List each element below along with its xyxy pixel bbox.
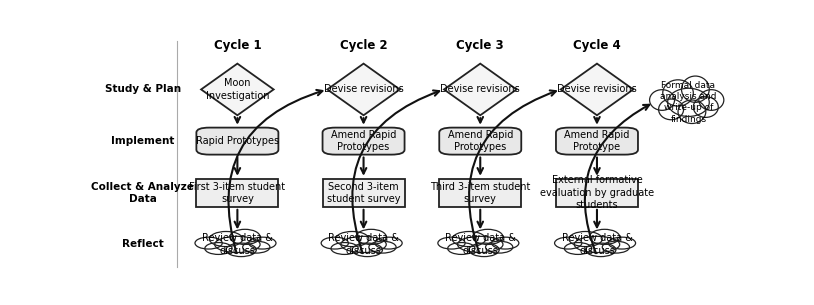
Ellipse shape: [585, 243, 616, 257]
Ellipse shape: [322, 237, 348, 249]
Text: Amend Rapid
Prototypes: Amend Rapid Prototypes: [330, 130, 396, 152]
Text: Cycle 2: Cycle 2: [339, 39, 387, 52]
Ellipse shape: [694, 97, 718, 117]
Text: Review data &
discuss: Review data & discuss: [328, 233, 399, 256]
Bar: [196, 179, 278, 207]
Text: Formal data
analysis and
write-up of
findings: Formal data analysis and write-up of fin…: [660, 81, 716, 124]
Text: Rapid Prototypes: Rapid Prototypes: [196, 136, 279, 146]
Text: First 3-item student
survey: First 3-item student survey: [190, 181, 286, 204]
Ellipse shape: [335, 231, 369, 247]
Ellipse shape: [375, 237, 402, 249]
Ellipse shape: [659, 99, 684, 120]
Ellipse shape: [205, 242, 232, 254]
FancyArrowPatch shape: [352, 90, 440, 253]
Text: Implement: Implement: [111, 136, 174, 146]
Ellipse shape: [473, 229, 503, 244]
Ellipse shape: [681, 76, 709, 102]
Ellipse shape: [663, 80, 694, 106]
Polygon shape: [444, 64, 517, 115]
Text: External formative
evaluation by graduate
students: External formative evaluation by graduat…: [540, 175, 654, 210]
Polygon shape: [327, 64, 400, 115]
Ellipse shape: [249, 237, 276, 249]
Ellipse shape: [341, 236, 387, 253]
Bar: [322, 179, 405, 207]
Polygon shape: [201, 64, 274, 115]
Bar: [556, 179, 638, 207]
FancyArrowPatch shape: [229, 90, 322, 253]
Ellipse shape: [574, 236, 619, 253]
Ellipse shape: [554, 237, 582, 249]
Text: Third 3-item student
survey: Third 3-item student survey: [430, 181, 531, 204]
Ellipse shape: [453, 231, 486, 247]
Ellipse shape: [492, 237, 519, 249]
Ellipse shape: [564, 242, 592, 254]
Ellipse shape: [209, 231, 243, 247]
Ellipse shape: [608, 237, 636, 249]
Text: Cycle 1: Cycle 1: [213, 39, 261, 52]
Ellipse shape: [331, 242, 358, 254]
Ellipse shape: [678, 100, 706, 124]
Text: Review data &
discuss: Review data & discuss: [202, 233, 273, 256]
Text: Amend Rapid
Prototypes: Amend Rapid Prototypes: [448, 130, 513, 152]
Text: Review data &
discuss: Review data & discuss: [444, 233, 516, 256]
Ellipse shape: [602, 241, 629, 253]
FancyBboxPatch shape: [440, 127, 521, 155]
FancyBboxPatch shape: [556, 127, 638, 155]
Ellipse shape: [230, 229, 260, 244]
Text: Reflect: Reflect: [122, 239, 164, 249]
Ellipse shape: [457, 236, 503, 253]
Ellipse shape: [469, 243, 499, 257]
Ellipse shape: [569, 231, 602, 247]
FancyArrowPatch shape: [469, 90, 556, 253]
Ellipse shape: [486, 241, 513, 253]
Text: Review data &
discuss: Review data & discuss: [562, 233, 632, 256]
FancyBboxPatch shape: [322, 127, 405, 155]
Bar: [440, 179, 521, 207]
Ellipse shape: [650, 90, 675, 110]
Ellipse shape: [589, 229, 619, 244]
Text: Second 3-item
student survey: Second 3-item student survey: [326, 181, 400, 204]
Text: Devise revisions: Devise revisions: [557, 84, 637, 95]
Text: Cycle 3: Cycle 3: [457, 39, 504, 52]
Ellipse shape: [369, 241, 396, 253]
Ellipse shape: [448, 242, 475, 254]
Ellipse shape: [215, 236, 260, 253]
Ellipse shape: [438, 237, 465, 249]
Text: Devise revisions: Devise revisions: [324, 84, 404, 95]
Text: Cycle 4: Cycle 4: [573, 39, 621, 52]
Polygon shape: [561, 64, 633, 115]
Ellipse shape: [195, 237, 222, 249]
Ellipse shape: [667, 88, 709, 117]
FancyArrowPatch shape: [584, 105, 650, 253]
Text: Collect & Analyze
Data: Collect & Analyze Data: [91, 181, 195, 204]
Ellipse shape: [356, 229, 387, 244]
Text: Devise revisions: Devise revisions: [440, 84, 520, 95]
Text: Study & Plan: Study & Plan: [105, 84, 181, 95]
Text: Amend Rapid
Prototype: Amend Rapid Prototype: [564, 130, 630, 152]
FancyBboxPatch shape: [196, 127, 278, 155]
Ellipse shape: [699, 90, 724, 110]
Ellipse shape: [243, 241, 270, 253]
Ellipse shape: [352, 243, 383, 257]
Text: Moon
Investigation: Moon Investigation: [206, 78, 269, 101]
Ellipse shape: [226, 243, 256, 257]
